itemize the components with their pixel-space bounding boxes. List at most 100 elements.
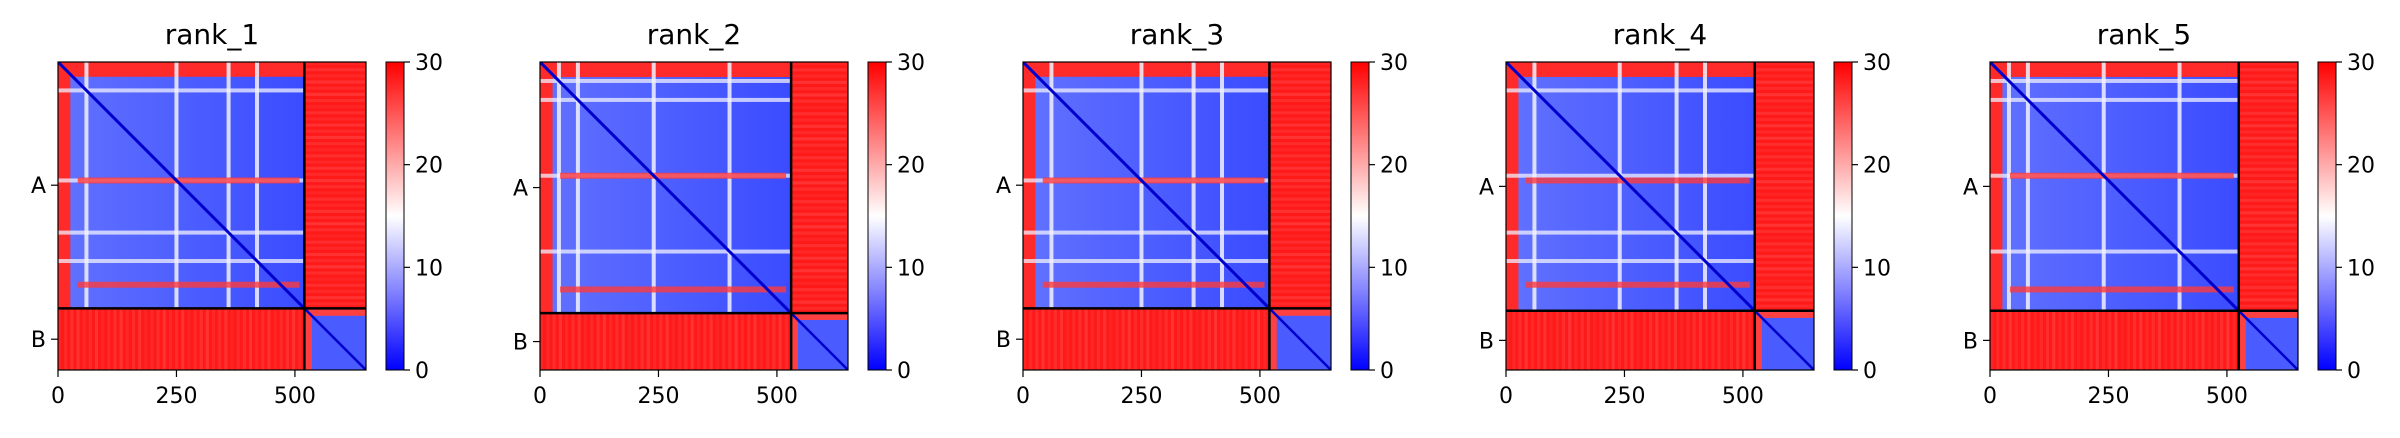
heatmap-texture <box>1201 308 1205 370</box>
heatmap-texture <box>1555 310 1559 370</box>
heatmap-texture <box>791 281 848 285</box>
heatmap-texture <box>304 179 366 183</box>
y-tick-label: A <box>513 177 528 202</box>
heatmap-texture <box>791 162 848 166</box>
panel-3: rank_3 0 250 500 A B 0 10 20 30 <box>996 18 1408 409</box>
heatmap-stripe <box>1674 62 1679 311</box>
heatmap-texture <box>1624 310 1628 370</box>
heatmap-texture <box>304 234 366 238</box>
colorbar <box>385 61 405 371</box>
heatmap-texture <box>144 308 148 370</box>
heatmap-texture <box>1269 203 1331 207</box>
heatmap-texture <box>1543 310 1547 370</box>
heatmap-texture <box>2238 186 2298 190</box>
colorbar <box>2317 61 2337 371</box>
heatmap-texture <box>2238 149 2298 153</box>
heatmap-texture <box>304 302 366 306</box>
heatmap-high-error <box>58 62 71 309</box>
heatmap-texture <box>1269 222 1331 226</box>
heatmap-texture <box>2238 62 2298 66</box>
heatmap-texture <box>791 262 848 267</box>
panel-title: rank_1 <box>165 18 259 51</box>
heatmap-texture <box>615 313 619 370</box>
heatmap-texture <box>304 111 366 115</box>
heatmap-texture <box>715 313 719 370</box>
heatmap-texture <box>703 313 707 370</box>
colorbar-tick-label: 0 <box>1863 359 1877 384</box>
heatmap-stripe <box>2101 62 2106 311</box>
heatmap-texture <box>1078 308 1082 370</box>
x-tick-label: 250 <box>2087 384 2129 409</box>
heatmap-diagonal <box>58 62 306 310</box>
heatmap-texture <box>1680 310 1684 370</box>
heatmap-texture <box>1754 93 1814 97</box>
heatmap-texture <box>1754 99 1814 103</box>
heatmap-texture <box>1269 129 1331 133</box>
heatmap-texture <box>1263 308 1267 370</box>
heatmap-texture <box>2077 310 2081 370</box>
panel-title: rank_4 <box>1613 18 1707 51</box>
heatmap-stripe <box>77 177 300 184</box>
heatmap-texture <box>2238 180 2298 184</box>
heatmap-texture <box>1269 80 1331 84</box>
heatmap-texture <box>1220 308 1224 370</box>
heatmap-diagonal <box>2237 309 2298 370</box>
heatmap-texture <box>298 308 302 370</box>
heatmap-stripe <box>2025 62 2030 311</box>
heatmap-texture <box>1269 265 1331 269</box>
heatmap-texture <box>791 288 848 292</box>
heatmap-texture <box>734 313 738 370</box>
heatmap-texture <box>1269 283 1331 287</box>
heatmap-texture <box>791 62 848 66</box>
heatmap-stripe <box>1506 88 1755 93</box>
heatmap-texture <box>1269 74 1331 78</box>
heatmap-texture <box>1649 310 1653 370</box>
heatmap-texture <box>2070 310 2074 370</box>
heatmap-texture <box>791 206 848 210</box>
heatmap-texture <box>1754 167 1814 171</box>
heatmap-stripe <box>575 62 580 314</box>
heatmap-texture <box>1754 74 1814 78</box>
heatmap-texture <box>722 313 726 370</box>
heatmap-texture <box>2238 111 2298 115</box>
heatmap-texture <box>791 237 848 241</box>
heatmap-stripe <box>540 97 792 102</box>
heatmap-texture <box>1133 308 1137 370</box>
heatmap-stripe <box>2009 172 2234 179</box>
heatmap-texture <box>1754 211 1814 215</box>
heatmap-high-error <box>1990 62 2239 77</box>
heatmap-texture <box>2139 310 2143 370</box>
heatmap-texture <box>292 308 296 370</box>
heatmap-texture <box>1269 172 1331 176</box>
heatmap-texture <box>218 308 222 370</box>
heatmap-texture <box>1754 292 1814 296</box>
heatmap-texture <box>791 93 848 97</box>
heatmap-texture <box>1754 242 1814 246</box>
heatmap-texture <box>304 228 366 232</box>
heatmap-texture <box>1269 191 1331 195</box>
y-tick-label: A <box>1479 175 1494 200</box>
heatmap-texture <box>1586 310 1590 370</box>
x-tick-label: 250 <box>1603 384 1645 409</box>
heatmap-texture <box>1742 310 1746 370</box>
heatmap-stripe <box>77 281 300 288</box>
heatmap-texture <box>304 289 366 293</box>
heatmap-texture <box>1047 308 1051 370</box>
heatmap-high-error <box>304 308 366 316</box>
heatmap-texture <box>1041 308 1045 370</box>
heatmap-texture <box>2232 310 2236 370</box>
heatmap-texture <box>552 313 556 370</box>
heatmap-texture <box>1170 308 1174 370</box>
heatmap-texture <box>199 308 203 370</box>
y-tick-label: B <box>1963 329 1978 354</box>
axes-frame <box>1505 61 1815 371</box>
heatmap-texture <box>1537 310 1541 370</box>
heatmap-high-error <box>58 62 305 77</box>
heatmap-texture <box>1673 310 1678 370</box>
x-tick-label: 500 <box>274 384 316 409</box>
heatmap-texture <box>2238 298 2298 302</box>
heatmap-texture <box>1096 308 1100 370</box>
heatmap-texture <box>1754 217 1814 221</box>
heatmap-texture <box>1035 308 1039 370</box>
heatmap-texture <box>1736 310 1740 370</box>
